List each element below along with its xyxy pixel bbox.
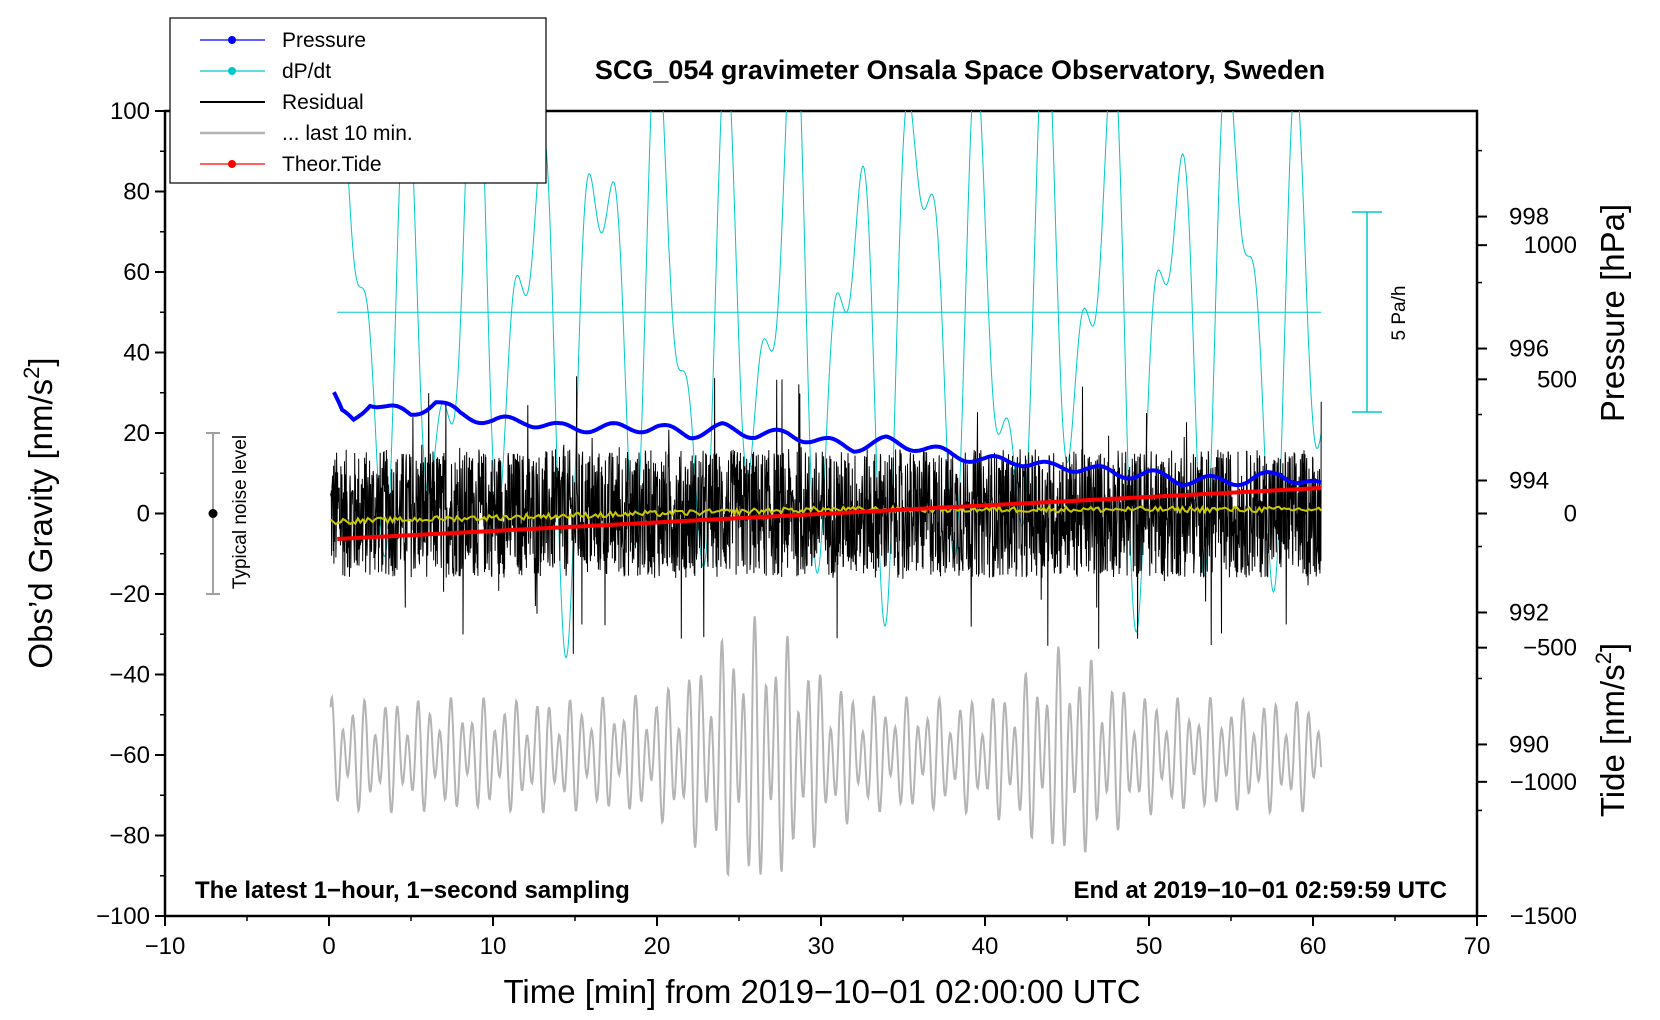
x-tick-label: 30: [808, 933, 835, 960]
x-axis: −10 0 10 20 30 40 50 60 70: [145, 916, 1491, 960]
chart-title: SCG_054 gravimeter Onsala Space Observat…: [595, 55, 1325, 85]
sampling-note: The latest 1−hour, 1−second sampling: [195, 877, 630, 904]
y-tick-label: 80: [123, 179, 150, 206]
pressure-line: [332, 391, 1323, 488]
tide-tick-label: 0: [1564, 501, 1577, 528]
x-tick-label: 0: [322, 933, 335, 960]
legend-box: [169, 17, 547, 184]
legend: Pressure dP/dt Residual ... last 10 min. The…: [169, 17, 547, 184]
y-tick-label: 0: [137, 501, 150, 528]
y-axis-title: Obs’d Gravity [nm/s2]: [19, 357, 59, 668]
tide-tick-label: −1500: [1510, 903, 1577, 930]
legend-marker: [228, 36, 236, 44]
pressure-tick-label: 994: [1509, 468, 1549, 495]
pressure-tick-label: 990: [1509, 731, 1549, 758]
y-tick-label: −40: [109, 662, 150, 689]
scale-bar-label: 5 Pa/h: [1389, 286, 1410, 341]
y-axis-gravity: −100 −80 −60 −40 −20 0 20 40 60 80 100: [96, 98, 165, 930]
end-time-note: End at 2019−10−01 02:59:59 UTC: [1073, 877, 1447, 904]
legend-label: Pressure: [282, 29, 366, 52]
x-tick-label: 60: [1300, 933, 1327, 960]
x-tick-label: 50: [1136, 933, 1163, 960]
x-tick-label: 40: [972, 933, 999, 960]
noise-level-indicator: Typical noise level: [206, 432, 251, 595]
tide-tick-label: −500: [1523, 635, 1577, 662]
x-tick-label: 70: [1464, 933, 1491, 960]
y-tick-label: −80: [109, 823, 150, 850]
y-axis-tide: −1500 −1000 −500 0 500 1000: [1477, 232, 1577, 930]
series-theor-tide: [337, 486, 1322, 541]
dpdt-scale-bar: 5 Pa/h: [1352, 211, 1410, 413]
tide-tick-label: 500: [1537, 366, 1577, 393]
legend-label: Residual: [282, 91, 364, 114]
y-tick-label: 40: [123, 340, 150, 367]
residual-smoothed-line: [329, 504, 1322, 526]
pressure-tick-label: 998: [1509, 204, 1549, 231]
y-tick-label: 60: [123, 259, 150, 286]
legend-marker: [228, 67, 236, 75]
x-tick-label: −10: [145, 933, 186, 960]
tide-tick-label: −1000: [1510, 769, 1577, 796]
y-axis-pressure: 990 992 994 996 998: [1477, 149, 1549, 812]
series-last-10-min: [329, 616, 1323, 878]
pressure-tick-label: 992: [1509, 599, 1549, 626]
tide-axis-title: Tide [nm/s2]: [1591, 643, 1631, 817]
tide-tick-label: 1000: [1524, 232, 1577, 259]
series-pressure: [332, 391, 1323, 488]
series-residual-smoothed: [329, 504, 1322, 526]
legend-label: Theor.Tide: [282, 153, 382, 176]
y-tick-label: −100: [96, 903, 150, 930]
x-tick-label: 20: [644, 933, 671, 960]
legend-marker: [228, 160, 236, 168]
pressure-tick-label: 996: [1509, 336, 1549, 363]
theor-tide-line: [337, 486, 1322, 541]
y-tick-label: 20: [123, 420, 150, 447]
pressure-axis-title: Pressure [hPa]: [1594, 204, 1631, 422]
series-layer: [329, 111, 1323, 878]
x-tick-label: 10: [480, 933, 507, 960]
last-10-min-line: [329, 616, 1323, 878]
legend-label: ... last 10 min.: [282, 122, 413, 145]
x-axis-title: Time [min] from 2019−10−01 02:00:00 UTC: [503, 973, 1140, 1010]
y-tick-label: 100: [110, 98, 150, 125]
y-tick-label: −20: [109, 581, 150, 608]
noise-level-label: Typical noise level: [230, 435, 251, 589]
legend-label: dP/dt: [282, 60, 331, 83]
y-tick-label: −60: [109, 742, 150, 769]
noise-level-dot: [208, 509, 218, 518]
